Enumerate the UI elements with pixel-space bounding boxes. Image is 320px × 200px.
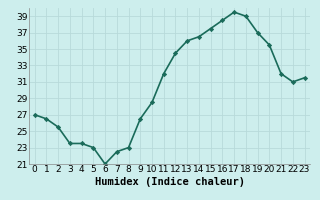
X-axis label: Humidex (Indice chaleur): Humidex (Indice chaleur) <box>95 177 244 187</box>
